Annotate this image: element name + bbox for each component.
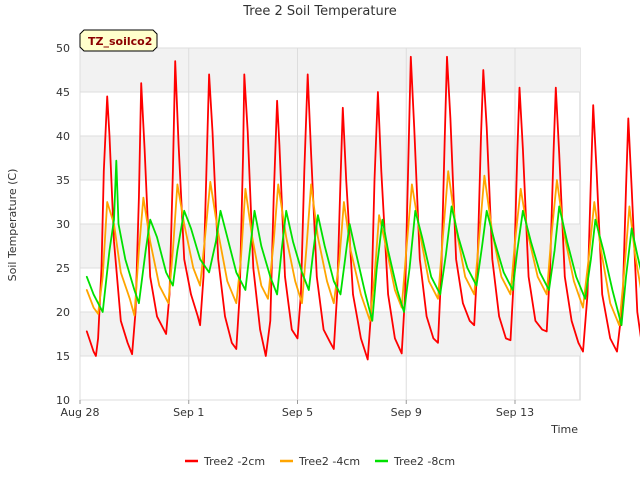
grid-band xyxy=(80,312,580,356)
legend: Tree2 -2cm Tree2 -4cm Tree2 -8cm xyxy=(185,455,455,468)
series-line-2 xyxy=(85,170,640,327)
x-tick-label: Aug 28 xyxy=(61,406,100,419)
chart-title: Tree 2 Soil Temperature xyxy=(242,4,397,19)
x-tick-label: Sep 1 xyxy=(173,406,204,419)
x-tick-label: Sep 5 xyxy=(282,406,313,419)
series-layer xyxy=(85,55,640,361)
grid-bands xyxy=(80,48,580,356)
tag-box: TZ_soilco2 xyxy=(79,29,158,52)
y-tick-label: 50 xyxy=(56,42,70,55)
x-tick-label: Sep 13 xyxy=(496,406,534,419)
x-axis-title: Time xyxy=(550,423,578,436)
x-axis-ticks: Aug 28 Sep 1 Sep 5 Sep 9 Sep 13 xyxy=(61,400,534,419)
legend-label: Tree2 -2cm xyxy=(203,455,265,468)
y-tick-label: 20 xyxy=(56,306,70,319)
y-tick-label: 45 xyxy=(56,86,70,99)
tag-label: TZ_soilco2 xyxy=(88,35,152,48)
tag-box-shape xyxy=(79,29,158,52)
legend-label: Tree2 -4cm xyxy=(298,455,360,468)
y-tick-label: 35 xyxy=(56,174,70,187)
y-axis-title: Soil Temperature (C) xyxy=(6,169,19,282)
y-tick-label: 15 xyxy=(56,350,70,363)
grid-band xyxy=(80,136,580,180)
legend-label: Tree2 -8cm xyxy=(393,455,455,468)
y-tick-label: 30 xyxy=(56,218,70,231)
x-tick-label: Sep 9 xyxy=(391,406,422,419)
y-tick-label: 40 xyxy=(56,130,70,143)
y-axis-ticks: 10 15 20 25 30 35 40 45 50 xyxy=(56,42,70,407)
grid-band xyxy=(80,48,580,92)
y-tick-label: 10 xyxy=(56,394,70,407)
y-tick-label: 25 xyxy=(56,262,70,275)
series-line-3 xyxy=(85,159,640,327)
series-line-1 xyxy=(85,55,640,361)
